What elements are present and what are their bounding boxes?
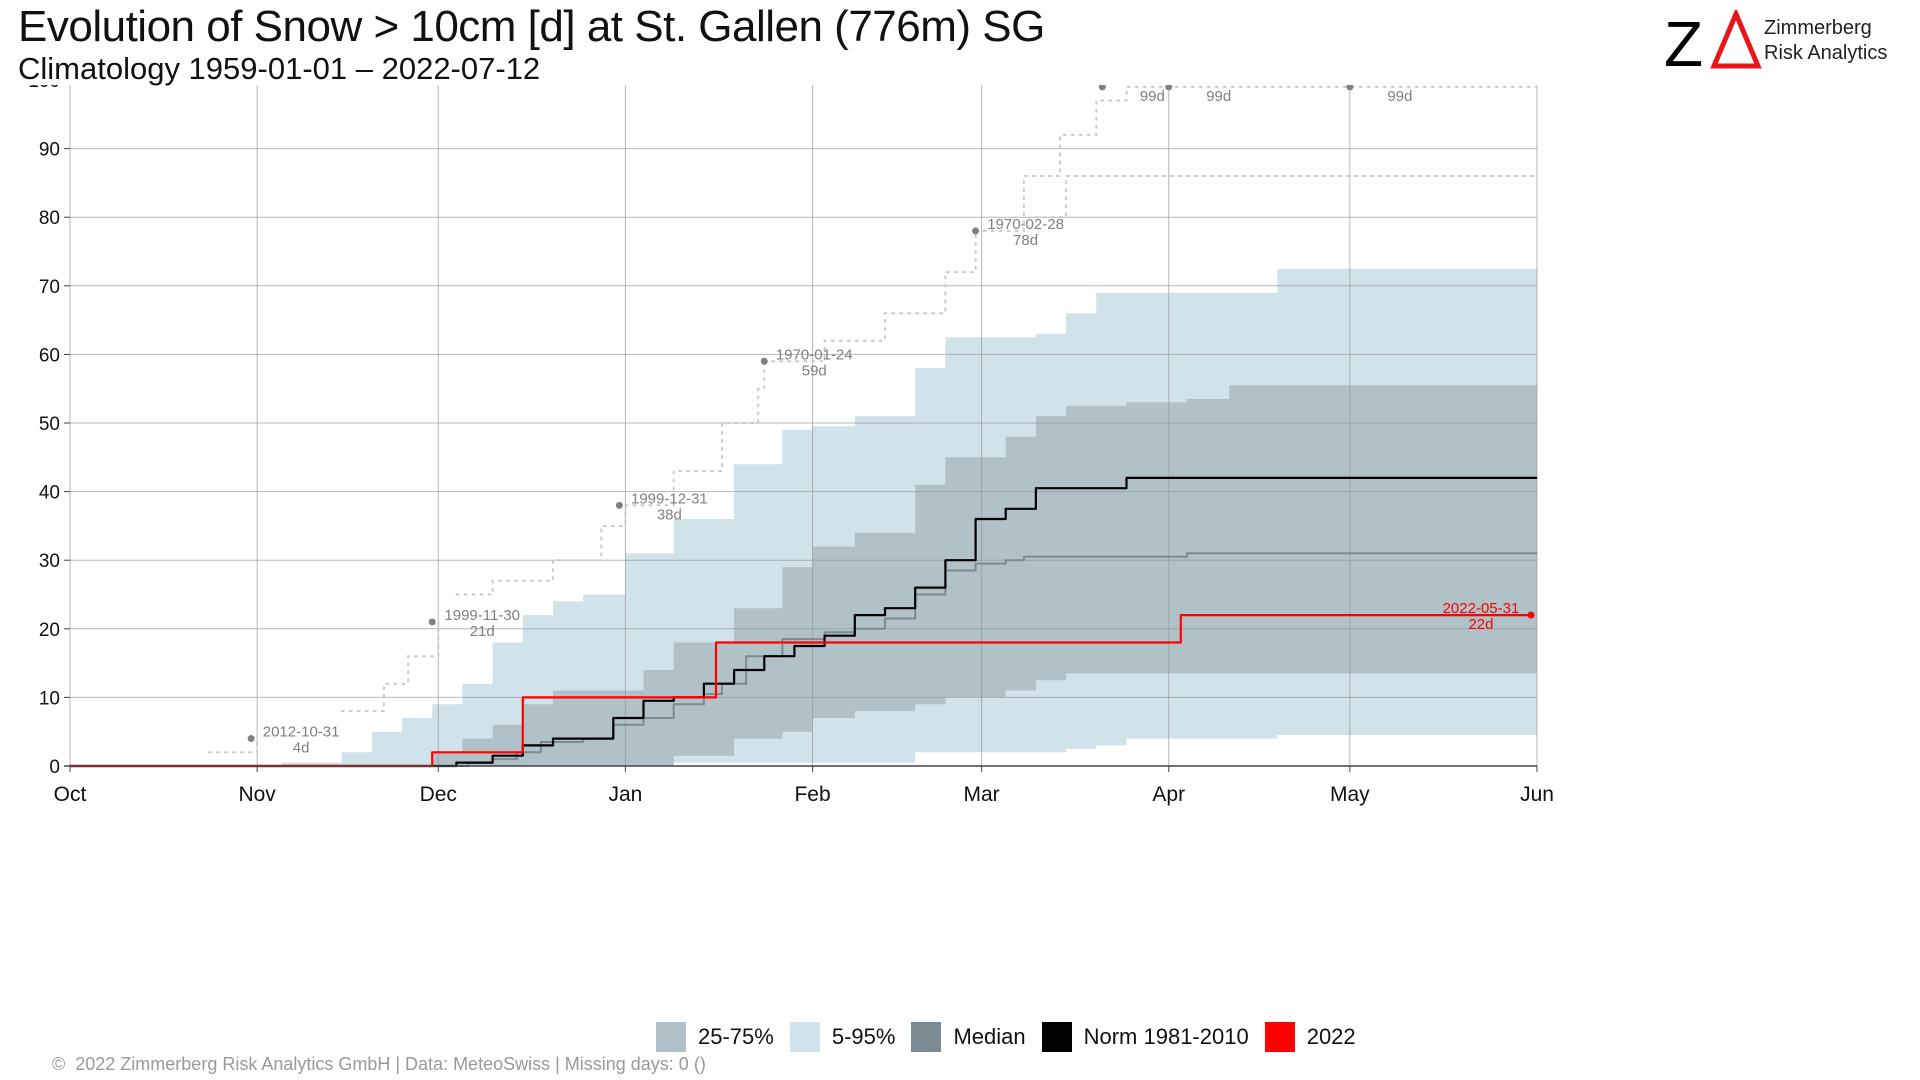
x-tick-label: Feb: [794, 783, 830, 806]
legend-swatch-median: [911, 1022, 942, 1052]
y-tick-label: 100: [28, 85, 60, 92]
legend-item-norm: Norm 1981-2010: [1041, 1022, 1249, 1052]
record-lines: [207, 85, 1538, 754]
x-tick-label: Apr: [1152, 783, 1185, 806]
legend-label-25-75: 25-75%: [698, 1024, 774, 1049]
x-tick-label: Jan: [608, 783, 642, 806]
annotation-point: [760, 357, 768, 365]
norm-line: [70, 476, 1537, 768]
annotation-date: 1970-03-21: [1114, 85, 1191, 89]
annotation-date: 1970-04-01: [1180, 85, 1257, 89]
annotation-point: [1346, 85, 1354, 91]
record-line: [1034, 175, 1538, 219]
annotation-value: 99d: [1140, 88, 1165, 105]
y-tick-label: 50: [39, 414, 60, 435]
annotation-date: 2022-05-31: [1443, 600, 1520, 617]
y-tick-label: 90: [39, 140, 60, 161]
legend-item-median: Median: [911, 1022, 1026, 1052]
annotation-point: [972, 227, 980, 235]
annotation-point: [1165, 85, 1173, 91]
chart-title: Evolution of Snow > 10cm [d] at St. Gall…: [18, 2, 1045, 51]
svg-text:Z: Z: [1664, 10, 1703, 72]
chart-subtitle: Climatology 1959-01-01 – 2022-07-12: [18, 51, 541, 86]
record-line: [974, 85, 1538, 232]
x-tick-label: Jun: [1520, 783, 1554, 806]
legend-label-2022: 2022: [1306, 1024, 1356, 1049]
annotation-point: [615, 501, 623, 509]
x-tick-label: Nov: [238, 783, 276, 806]
x-tick-label: Dec: [420, 783, 457, 806]
annotation-point: [1098, 85, 1106, 91]
legend-item-2022: 2022: [1264, 1022, 1356, 1052]
legend-swatch-25-75: [656, 1022, 686, 1052]
za-logo-icon: Z: [1664, 10, 1762, 72]
record-line: [340, 620, 440, 713]
series-lines: [70, 476, 1537, 768]
annotation-point: [428, 618, 436, 626]
annotation-value: 38d: [657, 506, 682, 523]
annotation-point: [247, 735, 255, 743]
annotation-value: 4d: [293, 740, 310, 757]
y-tick-label: 10: [39, 688, 60, 709]
legend-label-norm: Norm 1981-2010: [1083, 1024, 1249, 1049]
y-tick-label: 40: [39, 483, 60, 504]
annotation-date: 1970-01-24: [776, 346, 853, 363]
y-tick-label: 30: [39, 551, 60, 572]
copyright-symbol: ©: [52, 1054, 66, 1074]
y-tick-label: 70: [39, 277, 60, 298]
record-line: [624, 360, 766, 507]
annotation-value: 21d: [470, 623, 495, 640]
company-logo: Z Zimmerberg Risk Analytics: [1660, 10, 1900, 72]
y-tick-label: 0: [49, 757, 60, 778]
annotation-date: 1999-12-31: [631, 490, 708, 507]
record-line: [763, 229, 977, 363]
annotation-value: 99d: [1387, 88, 1412, 105]
percentile-bands: [70, 268, 1537, 766]
logo-line2: Risk Analytics: [1764, 42, 1888, 64]
legend: 25-75% 5-95% Median Norm 1981-2010 2022: [656, 1020, 1372, 1054]
annotation-date: 1999-11-30: [444, 607, 520, 624]
legend-item-5-95: 5-95%: [789, 1022, 896, 1052]
legend-swatch-norm: [1041, 1022, 1072, 1052]
annotation-point: [1527, 611, 1535, 619]
y-tick-label: 20: [39, 620, 60, 641]
footer-credits: © 2022 Zimmerberg Risk Analytics GmbH | D…: [52, 1054, 706, 1075]
annotation-value: 59d: [802, 362, 827, 379]
annotation-value: 78d: [1013, 232, 1038, 249]
axes: 0 10 20 30 40 50 60 70 80 90 100 Oct Nov Dec Jan Feb Mar…: [28, 85, 1554, 806]
legend-swatch-2022: [1264, 1022, 1295, 1052]
legend-label-median: Median: [953, 1024, 1026, 1049]
year-2022-line: [70, 613, 1531, 768]
logo-line1: Zimmerberg: [1764, 17, 1872, 39]
annotation-value: 99d: [1206, 88, 1231, 105]
annotation-date: 1970-05-01: [1361, 85, 1438, 89]
band-25-75: [70, 385, 1537, 766]
annotation-value: 22d: [1468, 616, 1493, 633]
y-tick-label: 80: [39, 208, 60, 229]
footer-text: 2022 Zimmerberg Risk Analytics GmbH | Da…: [75, 1054, 706, 1074]
record-line: [207, 737, 259, 754]
x-tick-label: Oct: [54, 783, 87, 806]
y-tick-label: 60: [39, 345, 60, 366]
x-tick-label: May: [1330, 783, 1370, 806]
annotation-date: 1970-02-28: [987, 216, 1064, 233]
legend-swatch-5-95: [789, 1022, 820, 1052]
record-line: [455, 504, 627, 596]
annotation-date: 2012-10-31: [263, 724, 340, 741]
legend-item-25-75: 25-75%: [656, 1022, 774, 1052]
logo-text: Zimmerberg Risk Analytics: [1764, 16, 1887, 66]
legend-label-5-95: 5-95%: [831, 1024, 896, 1049]
x-tick-label: Mar: [964, 783, 1000, 806]
